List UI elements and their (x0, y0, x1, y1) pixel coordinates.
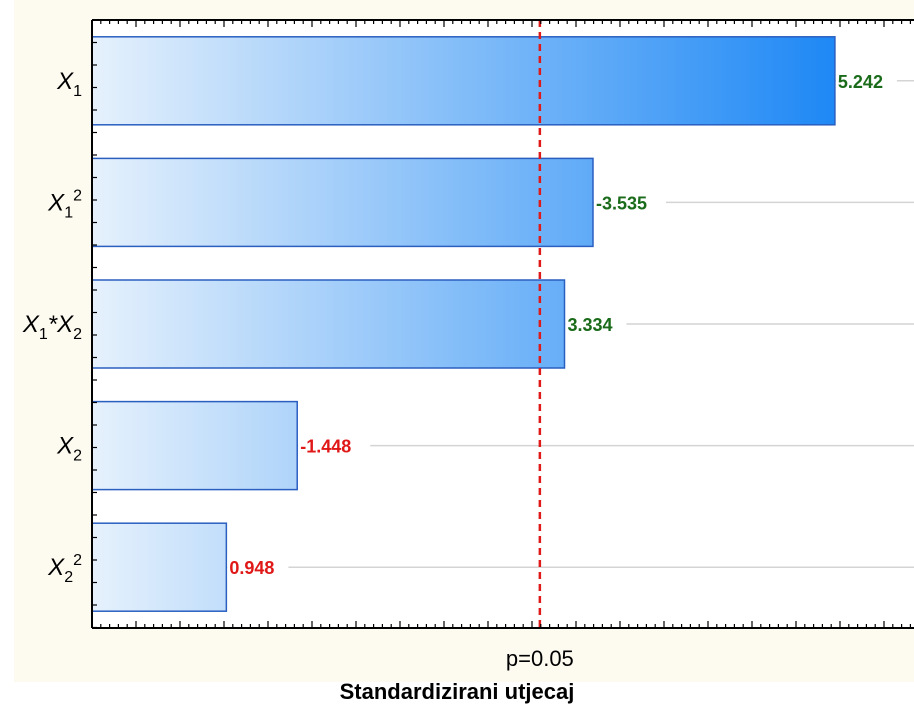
value-label: 5.242 (838, 72, 883, 92)
category-label: X2 (56, 433, 82, 465)
value-label: 3.334 (568, 315, 613, 335)
bar (91, 157, 594, 248)
category-label: X22 (47, 552, 82, 586)
value-label-backdrop (298, 433, 371, 458)
category-label: X12 (47, 187, 82, 221)
value-label-backdrop (593, 190, 666, 215)
bar (91, 279, 566, 369)
bar (91, 400, 298, 491)
category-label: X1*X2 (22, 311, 82, 343)
value-label-backdrop (565, 312, 627, 336)
x-axis-title: Standardizirani utjecaj (339, 679, 575, 704)
value-label: -3.535 (596, 193, 647, 213)
category-label: X1 (56, 68, 82, 100)
value-label-backdrop (835, 68, 897, 93)
bar (91, 36, 836, 126)
value-label: -1.448 (300, 437, 351, 457)
value-label-backdrop (227, 555, 289, 580)
bar (91, 522, 228, 612)
value-label: 0.948 (229, 558, 274, 578)
reference-line-label: p=0.05 (506, 646, 574, 671)
